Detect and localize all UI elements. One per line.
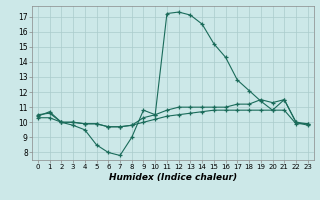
X-axis label: Humidex (Indice chaleur): Humidex (Indice chaleur)	[109, 173, 237, 182]
